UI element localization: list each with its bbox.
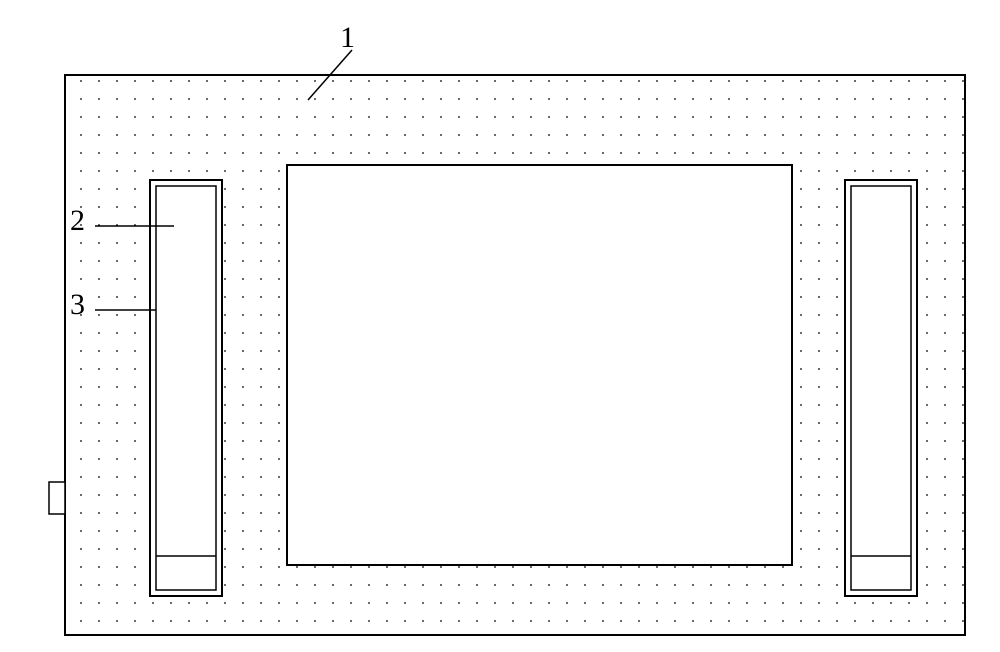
diagram-canvas: 1 2 3 [0,0,1000,647]
callout-label-2: 2 [70,204,85,238]
right-slot-inner [851,186,911,590]
diagram-svg [0,0,1000,647]
callout-label-3: 3 [70,288,85,322]
center-panel [287,165,792,565]
left-slot-inner [156,186,216,590]
callout-label-1: 1 [340,21,355,55]
side-tab [49,482,65,514]
